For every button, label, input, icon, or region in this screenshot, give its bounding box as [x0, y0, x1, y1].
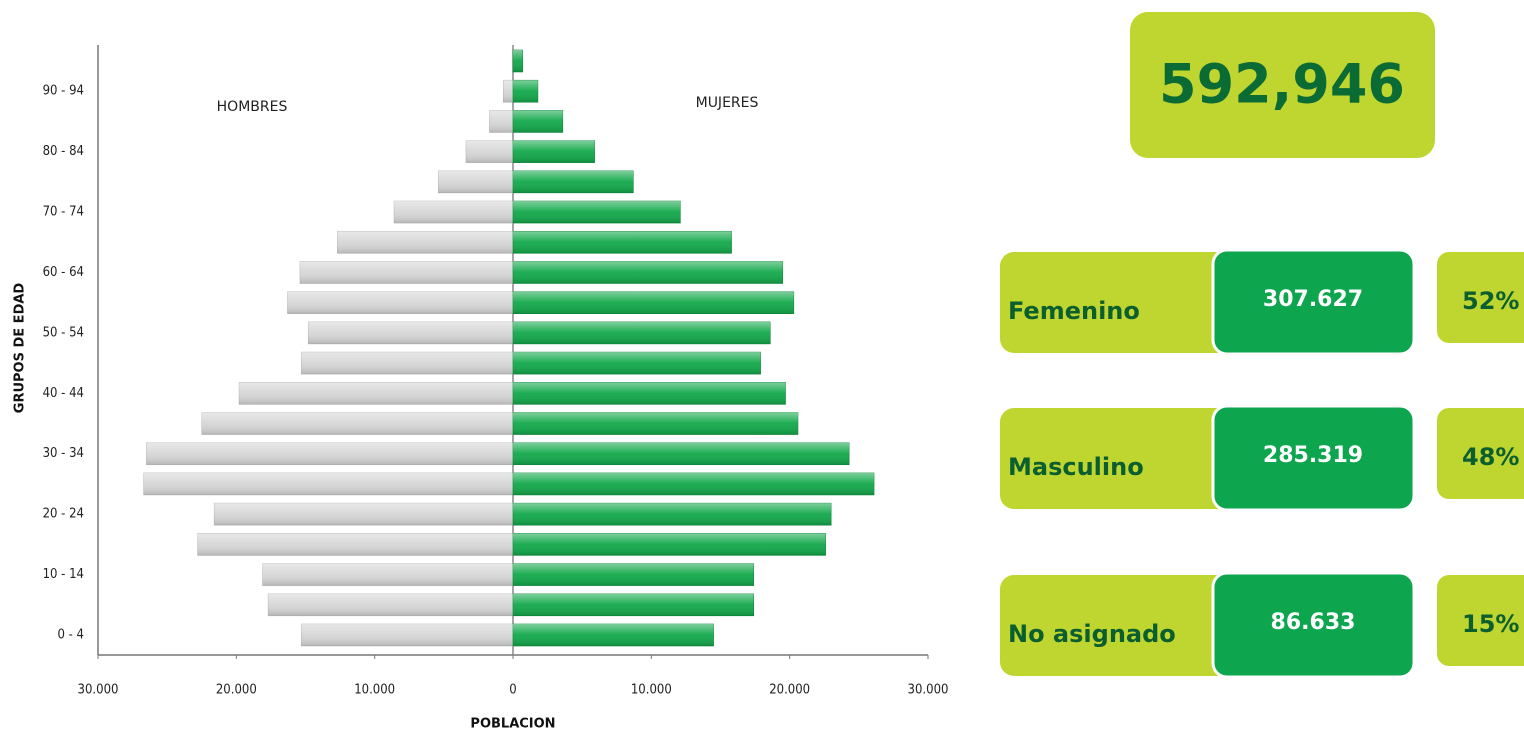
x-tick-label: 30.000: [78, 683, 119, 698]
y-tick-label: 10 - 14: [43, 567, 84, 582]
bar: [512, 593, 754, 617]
y-tick-label: 90 - 94: [43, 84, 84, 99]
percent-card: [1437, 408, 1524, 499]
bar: [337, 230, 514, 254]
card-value: 86.633: [1271, 610, 1356, 635]
x-tick-label: 20.000: [216, 683, 257, 698]
bar: [213, 502, 514, 526]
value-card: [1211, 571, 1416, 679]
bar: [267, 593, 514, 617]
bar: [465, 140, 514, 163]
y-tick-label: 30 - 34: [43, 446, 84, 461]
card-label: Masculino: [1008, 453, 1144, 481]
y-tick-label: 70 - 74: [43, 205, 84, 220]
bar: [512, 533, 826, 556]
x-tick-label: 20.000: [769, 683, 810, 698]
bar: [307, 321, 514, 345]
bar: [512, 49, 523, 73]
bar: [512, 291, 795, 314]
bar: [512, 170, 634, 194]
bar: [512, 261, 784, 284]
bar: [238, 382, 514, 405]
label-card: [1000, 575, 1235, 676]
total-value: 592,946: [1159, 53, 1405, 116]
y-tick-label: 0 - 4: [57, 628, 84, 643]
bar: [299, 261, 514, 284]
card-value: 307.627: [1263, 287, 1363, 312]
bar: [512, 623, 714, 647]
card-value: 285.319: [1263, 443, 1363, 468]
bar: [512, 442, 850, 466]
annotation: MUJERES: [696, 95, 759, 111]
bar: [143, 472, 514, 496]
y-tick-label: 60 - 64: [43, 265, 84, 280]
bar: [262, 563, 514, 586]
y-tick-label: 40 - 44: [43, 386, 84, 401]
bar: [512, 110, 564, 133]
card-label: No asignado: [1008, 620, 1176, 648]
summary-cards: 592,946 Femenino 307.627 52% Masculino 285.3…: [1000, 12, 1524, 679]
bar: [146, 442, 514, 466]
bar: [301, 351, 514, 375]
bar: [512, 412, 799, 435]
percent-card: [1437, 575, 1524, 666]
card-percent: 48%: [1462, 443, 1519, 471]
y-tick-label: 20 - 24: [43, 507, 84, 522]
bar: [393, 200, 514, 224]
bar: [512, 472, 875, 496]
x-tick-label: 10.000: [631, 683, 672, 698]
value-card: [1211, 248, 1416, 356]
bar: [287, 291, 514, 314]
y-axis-title: GRUPOS DE EDAD: [13, 283, 28, 414]
x-axis-title: POBLACION: [470, 717, 555, 732]
bar: [512, 200, 681, 224]
bar: [512, 140, 595, 163]
bar: [437, 170, 514, 194]
bar: [503, 79, 514, 103]
bar: [512, 230, 732, 254]
bar: [512, 321, 771, 345]
bar: [512, 351, 761, 375]
x-tick-label: 10.000: [354, 683, 395, 698]
total-card: [1130, 12, 1435, 158]
label-card: [1000, 252, 1235, 353]
bar: [201, 412, 514, 435]
bar: [197, 533, 514, 556]
x-tick-label: 0: [509, 683, 516, 698]
bar: [512, 79, 539, 103]
bar: [512, 502, 832, 526]
card-label: Femenino: [1008, 297, 1140, 325]
bar: [512, 563, 754, 586]
bar: [301, 623, 514, 647]
value-card: [1211, 404, 1416, 512]
annotation: HOMBRES: [217, 99, 288, 115]
card-percent: 15%: [1462, 610, 1519, 638]
y-tick-label: 80 - 84: [43, 144, 84, 159]
bar: [489, 110, 514, 133]
y-tick-label: 50 - 54: [43, 325, 84, 340]
card-percent: 52%: [1462, 287, 1519, 315]
pyramid-chart: HOMBRES MUJERES POBLACION GRUPOS DE EDAD…: [13, 45, 949, 732]
percent-card: [1437, 252, 1524, 343]
label-card: [1000, 408, 1235, 509]
x-tick-label: 30.000: [908, 683, 949, 698]
bar: [512, 382, 786, 405]
